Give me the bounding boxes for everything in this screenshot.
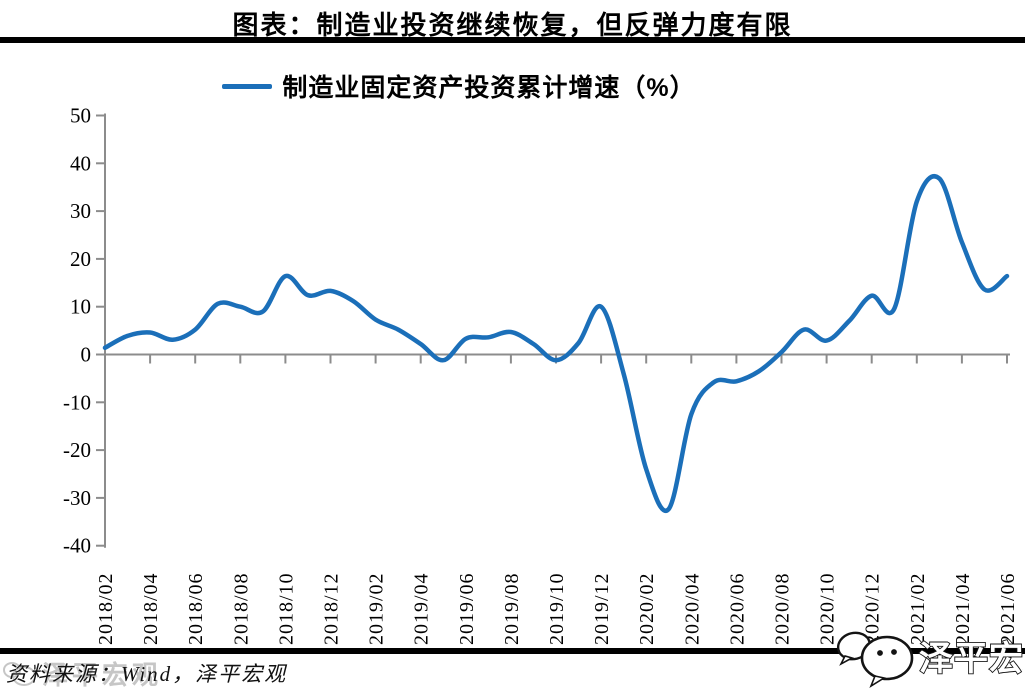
x-tick-label: 2018/02: [95, 572, 117, 645]
x-tick-label: 2020/04: [681, 572, 703, 645]
x-tick-label: 2020/02: [636, 572, 658, 645]
watermark-ghost: 泽平宏观: [2, 655, 162, 692]
x-tick-label: 2019/06: [456, 572, 478, 645]
x-tick-label: 2019/04: [411, 572, 433, 645]
x-tick-label: 2018/12: [321, 572, 343, 645]
x-tick-label: 2020/12: [862, 572, 884, 645]
series-line: [102, 174, 1010, 514]
page-title: 图表：制造业投资继续恢复，但反弹力度有限: [232, 10, 793, 40]
brand-watermark: 泽平宏观: [836, 631, 1023, 688]
y-tick-label: 20: [70, 247, 91, 271]
y-tick-label: 10: [70, 295, 91, 319]
y-tick-label: 40: [70, 151, 91, 175]
y-tick-label: 0: [81, 343, 92, 367]
x-tick-label: 2019/02: [366, 572, 388, 645]
watermark-text: 泽平宏观: [919, 639, 1023, 678]
x-tick-label: 2018/10: [275, 572, 297, 645]
x-tick-label: 2021/06: [997, 572, 1019, 645]
watermark-ghost-text: 泽平宏观: [42, 660, 163, 690]
x-tick-label: 2020/06: [726, 572, 748, 645]
chart-legend: 制造业固定资产投资累计增速（%）: [0, 68, 918, 104]
x-tick-label: 2019/10: [546, 572, 568, 645]
x-tick-label: 2020/10: [817, 572, 839, 645]
watermark-ghost-icon: [3, 661, 36, 686]
y-tick-label: -40: [63, 534, 91, 558]
x-tick-label: 2018/04: [140, 572, 162, 645]
title-rule: [0, 37, 1025, 43]
y-tick-label: -10: [63, 390, 91, 414]
x-tick-label: 2018/08: [230, 572, 252, 645]
y-tick-label: -20: [63, 438, 91, 462]
legend-line-sample: [222, 83, 273, 89]
y-tick-label: 30: [70, 199, 91, 223]
y-tick-label: -30: [63, 486, 91, 510]
source-note: 资料来源：Wind，泽平宏观: [6, 662, 288, 686]
x-tick-label: 2021/02: [907, 572, 929, 645]
footer-rule: [0, 648, 1025, 654]
x-tick-label: 2020/08: [772, 572, 794, 645]
chat-bubbles-icon: [836, 631, 914, 688]
y-tick-label: 50: [70, 104, 91, 128]
x-tick-label: 2021/04: [952, 572, 974, 645]
legend-label: 制造业固定资产投资累计增速（%）: [282, 74, 696, 102]
x-tick-label: 2019/12: [591, 572, 613, 645]
x-tick-label: 2018/06: [185, 572, 207, 645]
x-tick-label: 2019/08: [501, 572, 523, 645]
